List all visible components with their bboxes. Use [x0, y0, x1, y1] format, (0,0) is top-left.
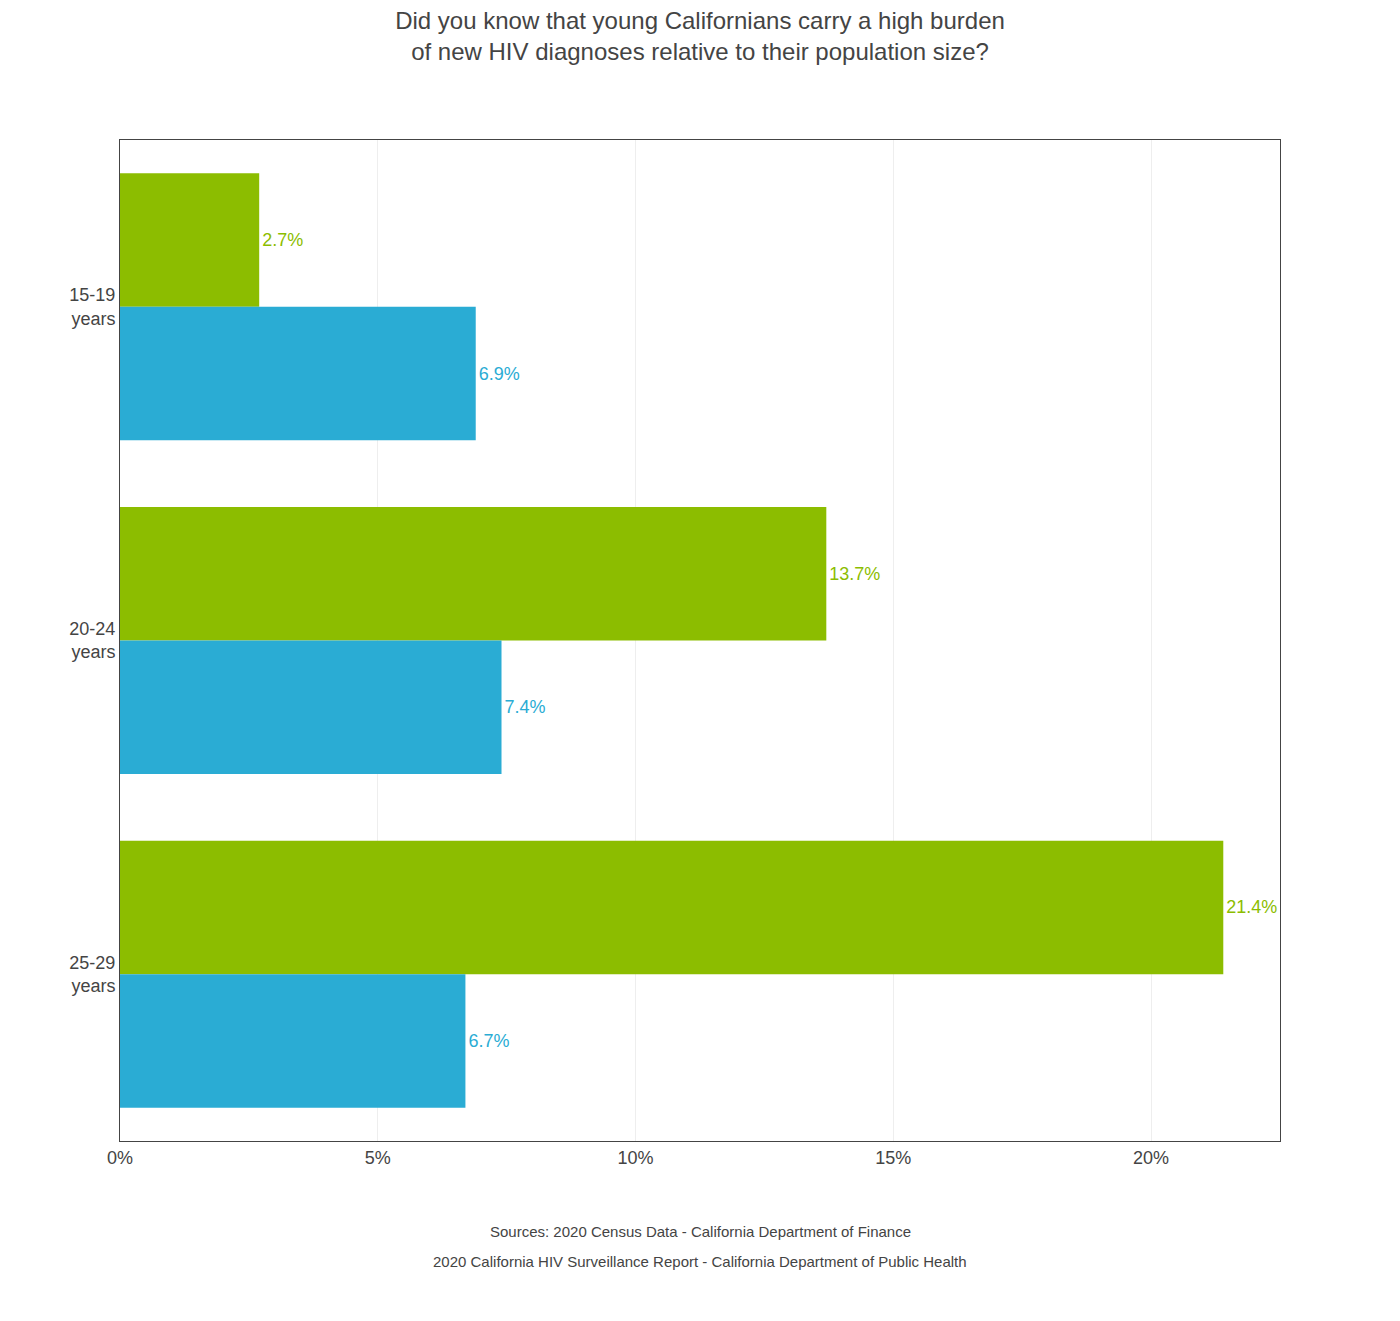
svg-text:5%: 5% [365, 1148, 391, 1168]
svg-text:15%: 15% [875, 1148, 911, 1168]
svg-text:10%: 10% [618, 1148, 654, 1168]
svg-text:2020 California HIV Surveillan: 2020 California HIV Surveillance Report … [433, 1253, 967, 1270]
svg-text:21.4%: 21.4% [1226, 897, 1277, 917]
svg-text:2.7%: 2.7% [262, 230, 303, 250]
svg-text:25-29years: 25-29years [69, 953, 115, 996]
svg-text:6.9%: 6.9% [479, 364, 520, 384]
svg-text:13.7%: 13.7% [829, 564, 880, 584]
svg-text:0%: 0% [107, 1148, 133, 1168]
svg-text:7.4%: 7.4% [505, 697, 546, 717]
svg-text:15-19years: 15-19years [69, 285, 115, 328]
svg-text:6.7%: 6.7% [468, 1031, 509, 1051]
svg-text:20%: 20% [1133, 1148, 1169, 1168]
svg-text:Sources: 2020 Census Data - Ca: Sources: 2020 Census Data - California D… [490, 1223, 911, 1240]
svg-text:Did you know that young Califo: Did you know that young Californians car… [395, 7, 1005, 65]
svg-text:20-24years: 20-24years [69, 619, 115, 662]
